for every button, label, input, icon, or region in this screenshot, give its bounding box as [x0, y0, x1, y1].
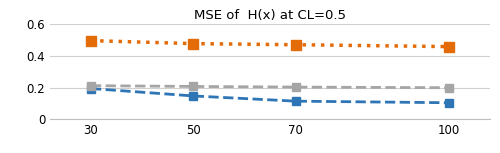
Title: MSE of  H(x) at CL=0.5: MSE of H(x) at CL=0.5 — [194, 9, 346, 22]
